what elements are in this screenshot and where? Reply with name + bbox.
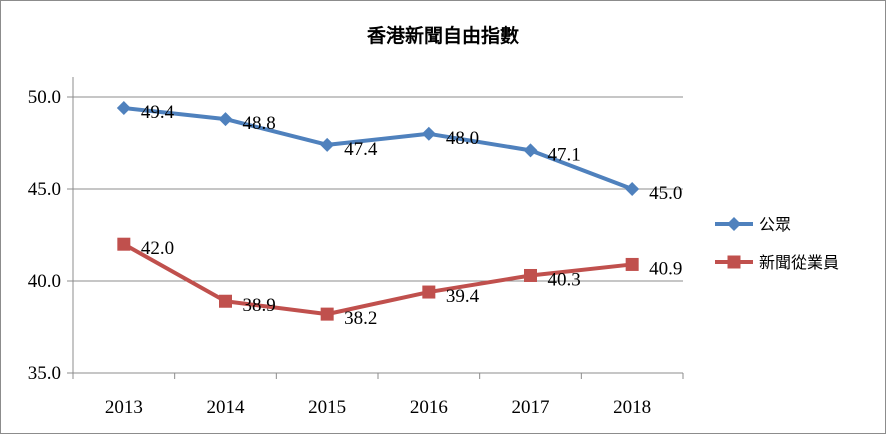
series-line-2: [122, 242, 633, 317]
data-label: 49.4: [141, 102, 175, 123]
y-tick-label: 35.0: [28, 363, 61, 384]
x-tick-label: 2013: [105, 397, 143, 418]
axes: [67, 77, 684, 379]
legend-label: 新聞從業員: [759, 253, 839, 272]
x-tick-label: 2016: [410, 397, 448, 418]
data-label: 38.9: [243, 295, 276, 316]
legend-marker: [727, 255, 741, 269]
y-tick-label: 40.0: [28, 271, 61, 292]
x-tick-label: 2014: [207, 397, 246, 418]
data-point: [422, 285, 436, 299]
data-point: [218, 112, 233, 127]
data-label: 39.4: [446, 286, 480, 307]
data-label: 47.4: [344, 139, 378, 160]
data-label: 45.0: [649, 183, 682, 204]
data-point: [625, 182, 640, 196]
data-label: 48.8: [243, 113, 276, 134]
gridlines: [73, 96, 683, 282]
data-label: 38.2: [344, 308, 377, 329]
data-point: [523, 143, 538, 158]
x-tick-label: 2015: [308, 397, 346, 418]
legend-marker: [727, 217, 741, 231]
data-point: [219, 294, 232, 308]
data-point: [524, 268, 537, 282]
series: [116, 101, 640, 321]
data-labels: 49.4 48.8 47.4 48.0 47.1 45.0 42.0 38.9 38.2 39.4…: [141, 102, 683, 329]
legend-label: 公眾: [759, 215, 791, 234]
series-line-1: [123, 106, 633, 191]
chart-title: 香港新聞自由指數: [366, 24, 519, 47]
y-tick-label: 45.0: [28, 179, 61, 200]
data-label: 42.0: [141, 238, 174, 259]
data-point: [117, 237, 131, 251]
x-tick-label: 2018: [613, 397, 651, 418]
data-point: [320, 137, 335, 152]
data-label: 40.3: [548, 269, 581, 290]
x-axis-ticks: 2013 2014 2015 2016 2017 2018: [105, 397, 651, 418]
y-axis-ticks: 35.0 40.0 45.0 50.0: [28, 87, 61, 384]
x-tick-label: 2017: [512, 397, 550, 418]
data-point: [116, 101, 131, 116]
data-label: 40.9: [649, 258, 682, 279]
data-point: [421, 126, 436, 141]
data-label: 47.1: [548, 144, 581, 165]
data-point: [625, 257, 639, 271]
y-tick-label: 50.0: [28, 87, 61, 108]
data-point: [320, 307, 334, 321]
data-label: 48.0: [446, 128, 479, 149]
